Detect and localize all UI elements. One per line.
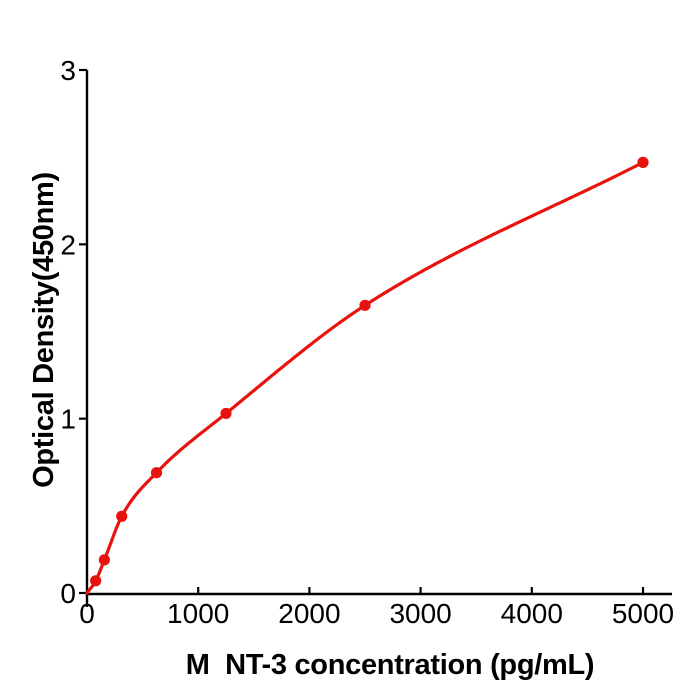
y-tick-label: 0 [60,578,76,609]
y-tick-label: 2 [60,229,76,260]
x-tick-label: 2000 [278,598,340,629]
x-tick-label: 3000 [389,598,451,629]
data-point [359,299,371,311]
data-point [90,575,102,587]
y-tick-label: 3 [60,55,76,86]
x-tick-label: 1000 [167,598,229,629]
data-point [220,407,232,420]
data-point [150,467,163,479]
y-axis-title: Optical Density(450nm) [28,172,60,488]
x-tick-label: 0 [79,598,95,629]
x-tick-label: 5000 [612,598,674,629]
data-point [637,156,649,168]
data-point [116,510,128,522]
x-axis-title: M NT-3 concentration (pg/mL) [185,649,595,681]
fit-curve [85,160,645,595]
y-tick-label: 1 [60,404,76,435]
data-point [98,554,110,566]
x-tick-label: 4000 [501,598,563,629]
